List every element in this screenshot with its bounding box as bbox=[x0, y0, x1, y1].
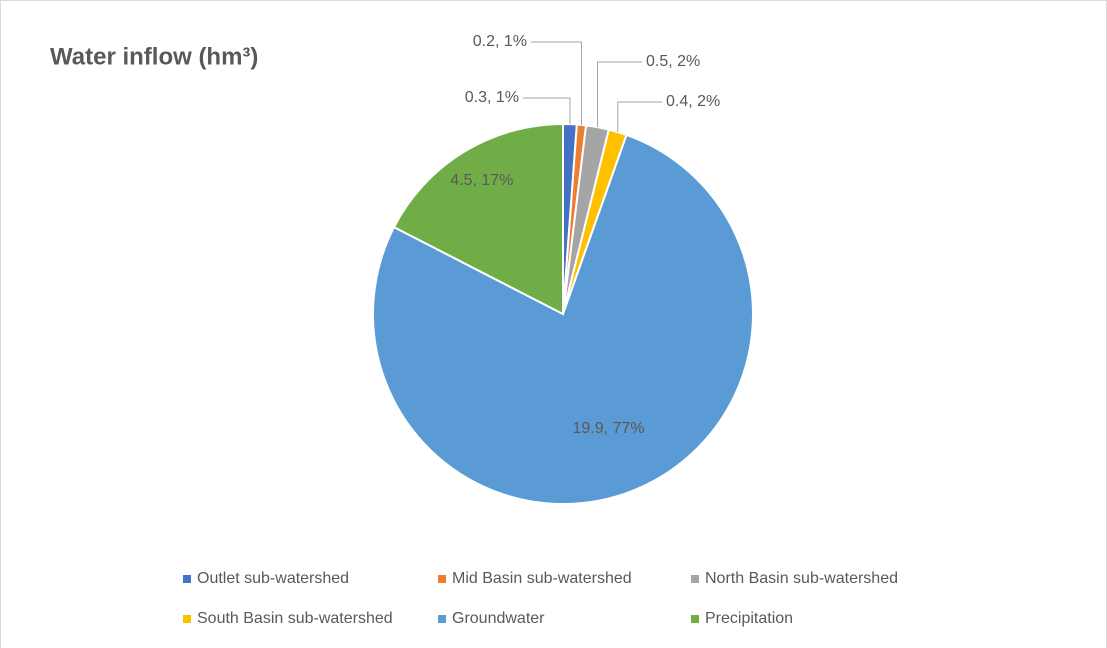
legend-swatch bbox=[183, 575, 191, 583]
data-label: 0.3, 1% bbox=[465, 89, 519, 106]
legend-label: Precipitation bbox=[705, 610, 793, 627]
pie-slice bbox=[372, 133, 754, 505]
chart-title: Water inflow (hm³) bbox=[50, 43, 258, 70]
data-label: 0.2, 1% bbox=[473, 33, 527, 50]
legend-label: North Basin sub-watershed bbox=[705, 570, 898, 587]
legend-swatch bbox=[438, 615, 446, 623]
data-label: 0.4, 2% bbox=[666, 93, 720, 110]
data-label: 4.5, 17% bbox=[450, 172, 513, 189]
leader-line bbox=[523, 97, 571, 125]
leader-line bbox=[597, 61, 642, 128]
legend-label: Mid Basin sub-watershed bbox=[452, 570, 632, 587]
legend-swatch bbox=[438, 575, 446, 583]
legend-label: Groundwater bbox=[452, 610, 545, 627]
legend-label: Outlet sub-watershed bbox=[197, 570, 349, 587]
pie-slice bbox=[392, 122, 564, 316]
legend-label: South Basin sub-watershed bbox=[197, 610, 393, 627]
leader-line bbox=[531, 41, 582, 125]
data-label: 0.5, 2% bbox=[646, 53, 700, 70]
data-label: 19.9, 77% bbox=[572, 420, 644, 437]
legend-swatch bbox=[691, 575, 699, 583]
leader-line bbox=[617, 101, 662, 133]
legend-swatch bbox=[183, 615, 191, 623]
legend-swatch bbox=[691, 615, 699, 623]
